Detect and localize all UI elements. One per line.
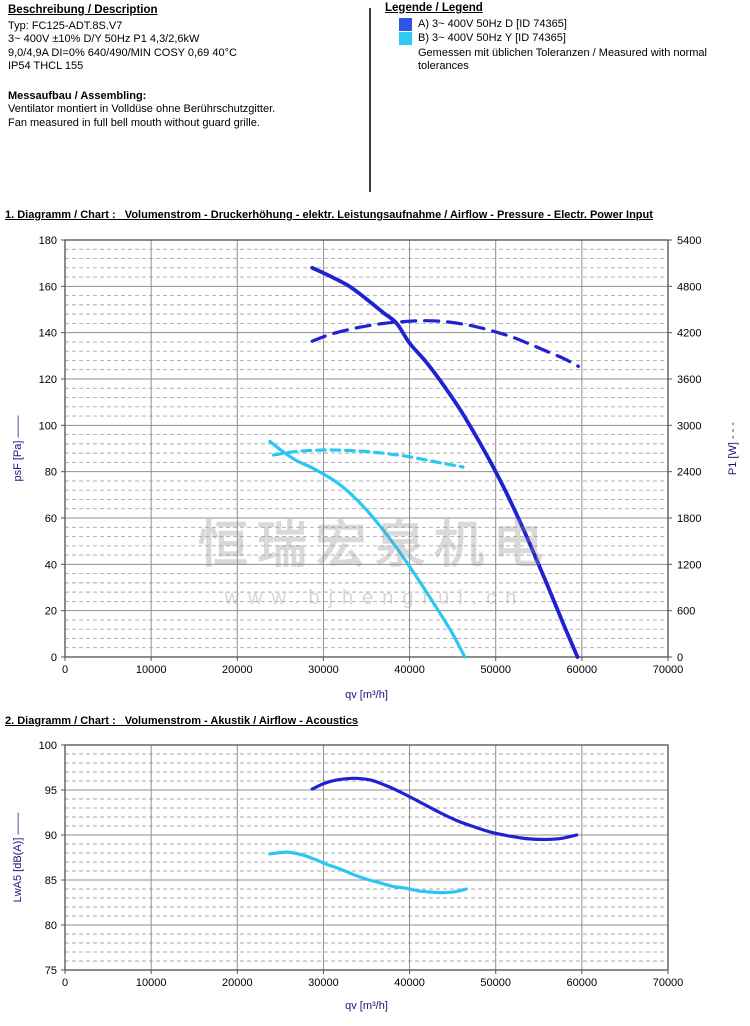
- x-tick-label: 60000: [567, 977, 598, 989]
- header-divider: [369, 8, 371, 192]
- y-left-tick-label: 100: [39, 740, 57, 752]
- x-tick-label: 70000: [653, 977, 684, 989]
- x-tick-label: 50000: [480, 977, 511, 989]
- plot-border: [64, 239, 669, 658]
- y-left-tick-label: 100: [39, 420, 57, 432]
- description-title: Beschreibung / Description: [8, 4, 158, 16]
- y-right-tick-label: 4200: [677, 328, 701, 340]
- plot-border: [64, 744, 669, 971]
- x-tick-label: 30000: [308, 664, 339, 676]
- x-tick-label: 40000: [394, 977, 425, 989]
- assembling-line: Fan measured in full bell mouth without …: [8, 116, 260, 129]
- x-tick-label: 30000: [308, 977, 339, 989]
- y-right-tick-label: 0: [677, 652, 683, 664]
- y-left-tick-label: 75: [45, 965, 57, 977]
- y-left-axis-label: psF [Pa] ——: [12, 415, 24, 481]
- y-right-tick-label: 5400: [677, 235, 701, 247]
- legend-note: Gemessen mit üblichen Toleranzen / Measu…: [418, 46, 707, 73]
- x-tick-label: 0: [62, 664, 68, 676]
- series-a-lwa5-d-: [310, 776, 579, 842]
- legend-item-label: B) 3~ 400V 50Hz Y [ID 74365]: [418, 32, 566, 44]
- y-left-tick-label: 95: [45, 785, 57, 797]
- legend-item-a: A) 3~ 400V 50Hz D [ID 74365]: [399, 18, 745, 32]
- x-tick-label: 70000: [653, 664, 684, 676]
- x-tick-label: 40000: [394, 664, 425, 676]
- series-b-lwa5-y-: [268, 850, 468, 895]
- series-b-psf-y-: [268, 439, 467, 659]
- y-left-axis-label: LwA5 [dB(A)] ——: [12, 813, 24, 903]
- x-tick-label: 50000: [480, 664, 511, 676]
- chart2-title: 2. Diagramm / Chart : Volumenstrom - Aku…: [5, 715, 359, 727]
- x-axis-label: qv [m³/h]: [345, 689, 388, 701]
- y-left-tick-label: 80: [45, 920, 57, 932]
- x-tick-label: 60000: [567, 664, 598, 676]
- x-tick-label: 10000: [136, 977, 167, 989]
- y-left-tick-label: 120: [39, 374, 57, 386]
- assembling-lines: Ventilator montiert in Volldüse ohne Ber…: [8, 103, 363, 130]
- y-left-tick-label: 0: [51, 652, 57, 664]
- series-a-p1-d-: [310, 319, 580, 368]
- x-tick-label: 20000: [222, 664, 253, 676]
- y-right-tick-label: 4800: [677, 281, 701, 293]
- description-block: Beschreibung / Description Typ: FC125-AD…: [8, 4, 363, 130]
- y-right-tick-label: 1800: [677, 513, 701, 525]
- y-right-tick-label: 1200: [677, 559, 701, 571]
- description-lines: Typ: FC125-ADT.8S.V7 3~ 400V ±10% D/Y 50H…: [8, 20, 363, 74]
- description-line: 3~ 400V ±10% D/Y 50Hz P1 4,3/2,6kW: [8, 33, 200, 45]
- y-left-tick-label: 140: [39, 328, 57, 340]
- y-left-tick-label: 160: [39, 281, 57, 293]
- y-left-tick-label: 40: [45, 559, 57, 571]
- y-left-tick-label: 85: [45, 875, 57, 887]
- y-right-tick-label: 3600: [677, 374, 701, 386]
- legend-item-label: A) 3~ 400V 50Hz D [ID 74365]: [418, 17, 567, 30]
- legend-swatch-icon: [399, 32, 412, 46]
- y-left-tick-label: 60: [45, 513, 57, 525]
- y-right-tick-label: 3000: [677, 420, 701, 432]
- legend-title: Legende / Legend: [385, 2, 483, 14]
- x-tick-label: 20000: [222, 977, 253, 989]
- chart1-plot: 0204060801001201401601800600120018002400…: [12, 235, 739, 701]
- legend-item-b: B) 3~ 400V 50Hz Y [ID 74365]: [399, 32, 745, 46]
- y-left-tick-label: 20: [45, 606, 57, 618]
- description-line: Typ: FC125-ADT.8S.V7: [8, 19, 123, 32]
- y-right-axis-label: P1 [W] - - -: [727, 422, 739, 476]
- y-right-tick-label: 600: [677, 606, 695, 618]
- description-line: IP54 THCL 155: [8, 60, 84, 72]
- description-line: 9,0/4,9A DI=0% 640/490/MIN COSY 0,69 40°…: [8, 46, 237, 59]
- y-left-tick-label: 180: [39, 235, 57, 247]
- legend-swatch-icon: [399, 17, 412, 31]
- x-axis-label: qv [m³/h]: [345, 1000, 388, 1012]
- y-left-tick-label: 90: [45, 830, 57, 842]
- x-tick-label: 0: [62, 977, 68, 989]
- spacer: [8, 74, 363, 90]
- chart1-title: 1. Diagramm / Chart : Volumenstrom - Dru…: [5, 209, 653, 221]
- assembling-title: Messaufbau / Assembling:: [8, 89, 147, 102]
- y-right-tick-label: 2400: [677, 467, 701, 479]
- series-b-p1-y-: [271, 448, 465, 469]
- legend-block: Legende / Legend A) 3~ 400V 50Hz D [ID 7…: [385, 2, 745, 74]
- assembling-line: Ventilator montiert in Volldüse ohne Ber…: [8, 103, 276, 115]
- x-tick-label: 10000: [136, 664, 167, 676]
- series-a-psf-d-: [310, 265, 580, 659]
- legend-items: A) 3~ 400V 50Hz D [ID 74365] B) 3~ 400V 5…: [385, 18, 745, 46]
- chart2-plot: 75 80 85 90 95 100 0 10000 20000 30000 40000 50000 6…: [12, 740, 684, 1012]
- y-left-tick-label: 80: [45, 467, 57, 479]
